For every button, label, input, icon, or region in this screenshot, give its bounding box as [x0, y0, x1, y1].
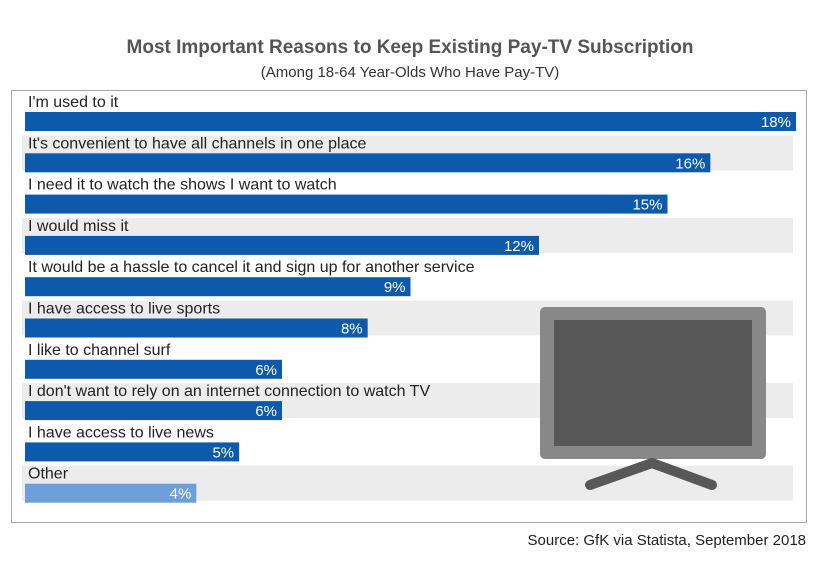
tv-screen [554, 320, 752, 446]
chart-title: Most Important Reasons to Keep Existing … [126, 37, 694, 58]
category-label: I have access to live news [28, 424, 214, 441]
bar-i-need-it-to-watch-the-shows-i-want-to-watch [25, 194, 668, 214]
bar-chart: I'm used to it 18% It's convenient to have… [22, 94, 796, 503]
bar-it-s-convenient-to-have-all-channels-in-one-place [25, 153, 711, 173]
tv-icon [540, 307, 766, 490]
value-label: 8% [341, 321, 363, 338]
value-label: 12% [504, 238, 534, 255]
category-label: It's convenient to have all channels in … [28, 135, 366, 152]
bar-other [25, 483, 197, 503]
bar-i-don-t-want-to-rely-on-an-internet-connection-to-watch-tv [25, 401, 282, 421]
source-note: Source: GfK via Statista, September 2018 [527, 532, 806, 549]
category-label: I need it to watch the shows I want to w… [28, 177, 337, 194]
bar-i-have-access-to-live-news [25, 442, 240, 462]
tv-leg-right [647, 458, 717, 490]
value-label: 15% [632, 197, 662, 214]
bar-it-would-be-a-hassle-to-cancel-it-and-sign-up-for-another-service [25, 277, 411, 297]
value-label: 18% [761, 114, 791, 131]
value-label: 6% [255, 362, 277, 379]
category-label: I have access to live sports [28, 301, 220, 318]
value-label: 4% [170, 486, 192, 503]
value-label: 9% [384, 279, 406, 296]
bar-i-would-miss-it [25, 235, 539, 255]
chart-subtitle: (Among 18-64 Year-Olds Who Have Pay-TV) [260, 64, 560, 81]
category-label: I would miss it [28, 218, 129, 235]
category-label: I like to channel surf [28, 342, 171, 359]
tv-leg-left [585, 458, 657, 490]
category-label: Other [28, 466, 69, 483]
category-label: I'm used to it [28, 94, 119, 111]
chart-frame: I'm used to it 18% It's convenient to have… [11, 90, 807, 523]
bar-i-m-used-to-it [25, 112, 796, 131]
bar-i-have-access-to-live-sports [25, 318, 368, 338]
bars: I'm used to it 18% It's convenient to have… [25, 94, 796, 503]
category-label: It would be a hassle to cancel it and si… [28, 259, 475, 276]
bar-i-like-to-channel-surf [25, 359, 282, 379]
value-label: 6% [255, 403, 277, 420]
category-label: I don't want to rely on an internet conn… [28, 383, 430, 400]
value-label: 5% [212, 444, 234, 461]
value-label: 16% [675, 155, 705, 172]
